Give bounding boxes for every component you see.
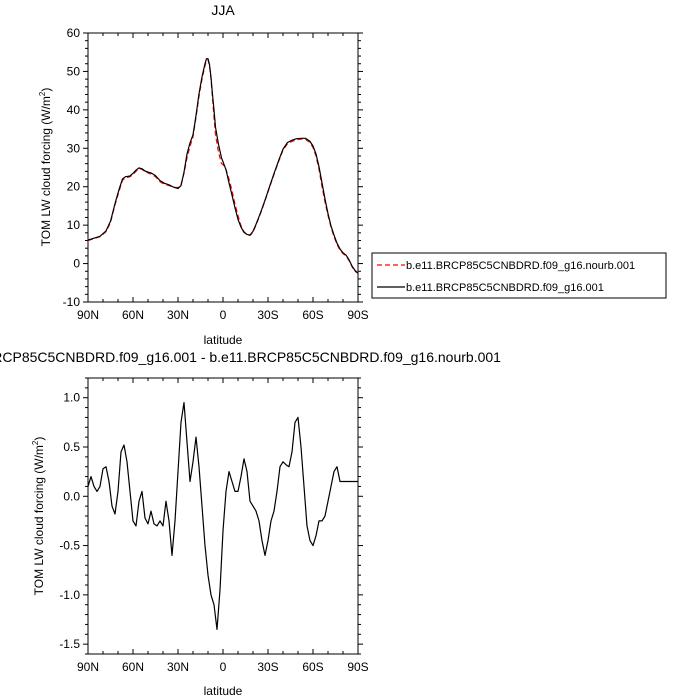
series-line-0	[87, 402, 358, 631]
series-line-0	[87, 59, 359, 274]
x-tick-label: 60N	[122, 308, 144, 322]
chart1-title: JJA	[211, 2, 235, 18]
y-tick-label: 0	[73, 257, 80, 271]
series-line-1	[87, 58, 359, 274]
x-tick-label: 30N	[167, 660, 189, 674]
y-tick-label: 10	[67, 218, 81, 232]
chart2-y-axis-title: TOM LW cloud forcing (W/m2)	[31, 437, 46, 596]
x-tick-label: 60S	[302, 308, 323, 322]
x-tick-label: 0	[220, 308, 227, 322]
chart1-x-axis-title: latitude	[204, 333, 243, 347]
legend-label-nourb: b.e11.BRCP85C5CNBDRD.f09_g16.nourb.001	[406, 260, 635, 272]
chart1-plot-frame	[87, 32, 359, 303]
y-tick-label: -10	[63, 295, 81, 309]
y-tick-label: 60	[67, 26, 81, 40]
x-tick-label: 90N	[77, 660, 99, 674]
y-tick-label: 30	[67, 141, 81, 155]
chart2-y-axis-title-sup: 2	[31, 440, 40, 445]
x-tick-label: 60S	[302, 660, 323, 674]
chart2-y-axis-title-end: )	[32, 437, 46, 441]
x-tick-label: 30N	[167, 308, 189, 322]
chart2-title: b.e11.BRCP85C5CNBDRD.f09_g16.001 - b.e11…	[0, 349, 501, 365]
y-tick-label: 1.0	[63, 391, 80, 405]
chart2-x-axis-title: latitude	[204, 684, 243, 698]
chart2-lines	[87, 402, 358, 631]
x-tick-label: 90S	[347, 660, 368, 674]
chart1-y-axis-title-sup: 2	[38, 91, 47, 96]
chart1-legend: b.e11.BRCP85C5CNBDRD.f09_g16.nourb.001 b…	[371, 252, 667, 299]
x-tick-label: 30S	[257, 660, 278, 674]
y-tick-label: 0.0	[63, 489, 80, 503]
legend-box	[371, 252, 667, 299]
chart1-lines	[87, 58, 359, 274]
y-tick-label: 20	[67, 180, 81, 194]
chart2-y-axis-title-main: TOM LW cloud forcing (W/m	[32, 445, 46, 595]
y-tick-label: -1.5	[59, 637, 80, 651]
chart2-ticks: 90N 60N 30N 0 30S 60S 90S -1.5 -1.0 -0.5 0.0 0.5 1.0	[59, 377, 369, 674]
legend-label-control: b.e11.BRCP85C5CNBDRD.f09_g16.001	[406, 282, 604, 294]
y-tick-label: -0.5	[59, 539, 80, 553]
chart1-ticks: 90N 60N 30N 0 30S 60S 90S -10 0 10 20 30 40 50 60	[63, 26, 369, 322]
y-tick-label: 0.5	[63, 440, 80, 454]
y-tick-label: -1.0	[59, 588, 80, 602]
chart1-y-axis-title-end: )	[39, 88, 53, 92]
chart1-y-axis-title: TOM LW cloud forcing (W/m2)	[38, 88, 53, 247]
y-tick-label: 50	[67, 64, 81, 78]
chart-panel-2: b.e11.BRCP85C5CNBDRD.f09_g16.001 - b.e11…	[0, 349, 501, 698]
chart1-y-axis-title-main: TOM LW cloud forcing (W/m	[39, 96, 53, 246]
y-tick-label: 40	[67, 103, 81, 117]
x-tick-label: 90S	[347, 308, 368, 322]
chart-panel-1: JJA 90N 60N 30N 0 30S 60S 90S-100102030405060 …	[38, 2, 667, 347]
x-tick-label: 90N	[77, 308, 99, 322]
x-tick-label: 0	[220, 660, 227, 674]
x-tick-label: 30S	[257, 308, 278, 322]
x-tick-label: 60N	[122, 660, 144, 674]
chart2-plot-frame	[87, 377, 359, 655]
